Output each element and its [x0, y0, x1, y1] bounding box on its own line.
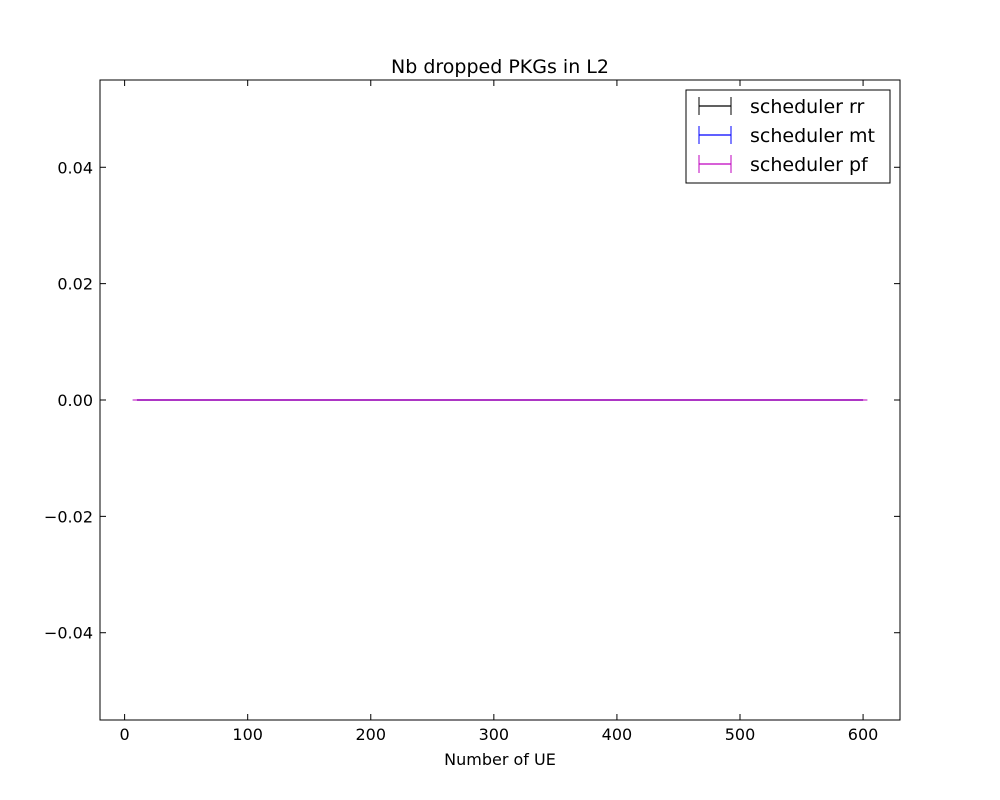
y-tick-label: 0.04 — [57, 158, 93, 177]
x-axis-label: Number of UE — [444, 750, 556, 769]
x-tick-label: 300 — [479, 725, 510, 744]
y-tick-label: −0.02 — [44, 507, 93, 526]
chart-title: Nb dropped PKGs in L2 — [391, 56, 609, 78]
x-tick-label: 100 — [232, 725, 263, 744]
x-tick-label: 0 — [120, 725, 130, 744]
legend: scheduler rr scheduler mt scheduler pf — [685, 89, 891, 184]
x-tick-label: 200 — [355, 725, 386, 744]
x-axis-ticks: 0 100 200 300 400 500 600 — [120, 80, 879, 744]
x-tick-label: 600 — [848, 725, 879, 744]
y-tick-label: 0.02 — [57, 275, 93, 294]
y-tick-label: 0.00 — [57, 391, 93, 410]
x-tick-label: 400 — [602, 725, 633, 744]
x-tick-label: 500 — [725, 725, 756, 744]
y-tick-label: −0.04 — [44, 624, 93, 643]
legend-label-scheduler-pf: scheduler pf — [750, 154, 869, 176]
y-axis-ticks: −0.04 −0.02 0.00 0.02 0.04 — [44, 158, 900, 643]
legend-label-scheduler-mt: scheduler mt — [750, 125, 875, 147]
legend-label-scheduler-rr: scheduler rr — [750, 96, 864, 118]
